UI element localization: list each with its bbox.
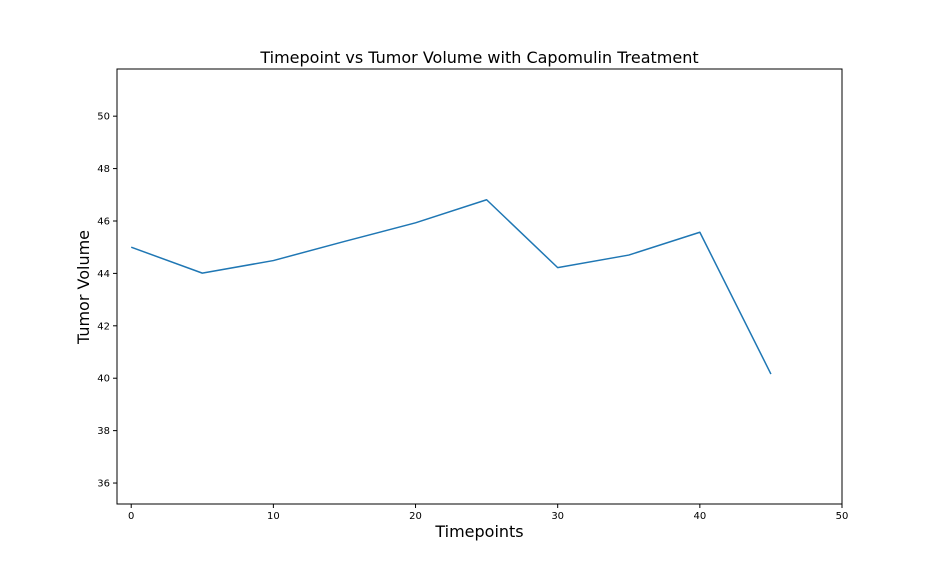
y-tick-label: 50 [97,112,110,123]
y-tick-label: 48 [97,164,110,175]
y-tick-label: 46 [97,216,110,227]
x-axis: 0 10 20 30 40 50 [128,504,848,522]
y-axis: 36 38 40 42 44 46 48 50 [97,112,117,490]
y-tick-label: 36 [97,479,110,490]
y-tick-label: 42 [97,321,110,332]
x-tick-label: 50 [836,511,849,522]
plot-frame [116,68,843,505]
series-layer [130,199,772,375]
y-tick-label: 44 [97,269,110,280]
series-line [130,199,772,375]
chart-title: Timepoint vs Tumor Volume with Capomulin… [259,48,698,67]
x-tick-label: 30 [551,511,564,522]
y-tick-label: 38 [97,426,110,437]
x-tick-label: 10 [267,511,280,522]
x-tick-label: 20 [409,511,422,522]
x-axis-label: Timepoints [434,522,523,541]
x-tick-label: 0 [128,511,134,522]
x-tick-label: 40 [693,511,706,522]
y-axis-label: Tumor Volume [74,230,93,345]
y-tick-label: 40 [97,374,110,385]
